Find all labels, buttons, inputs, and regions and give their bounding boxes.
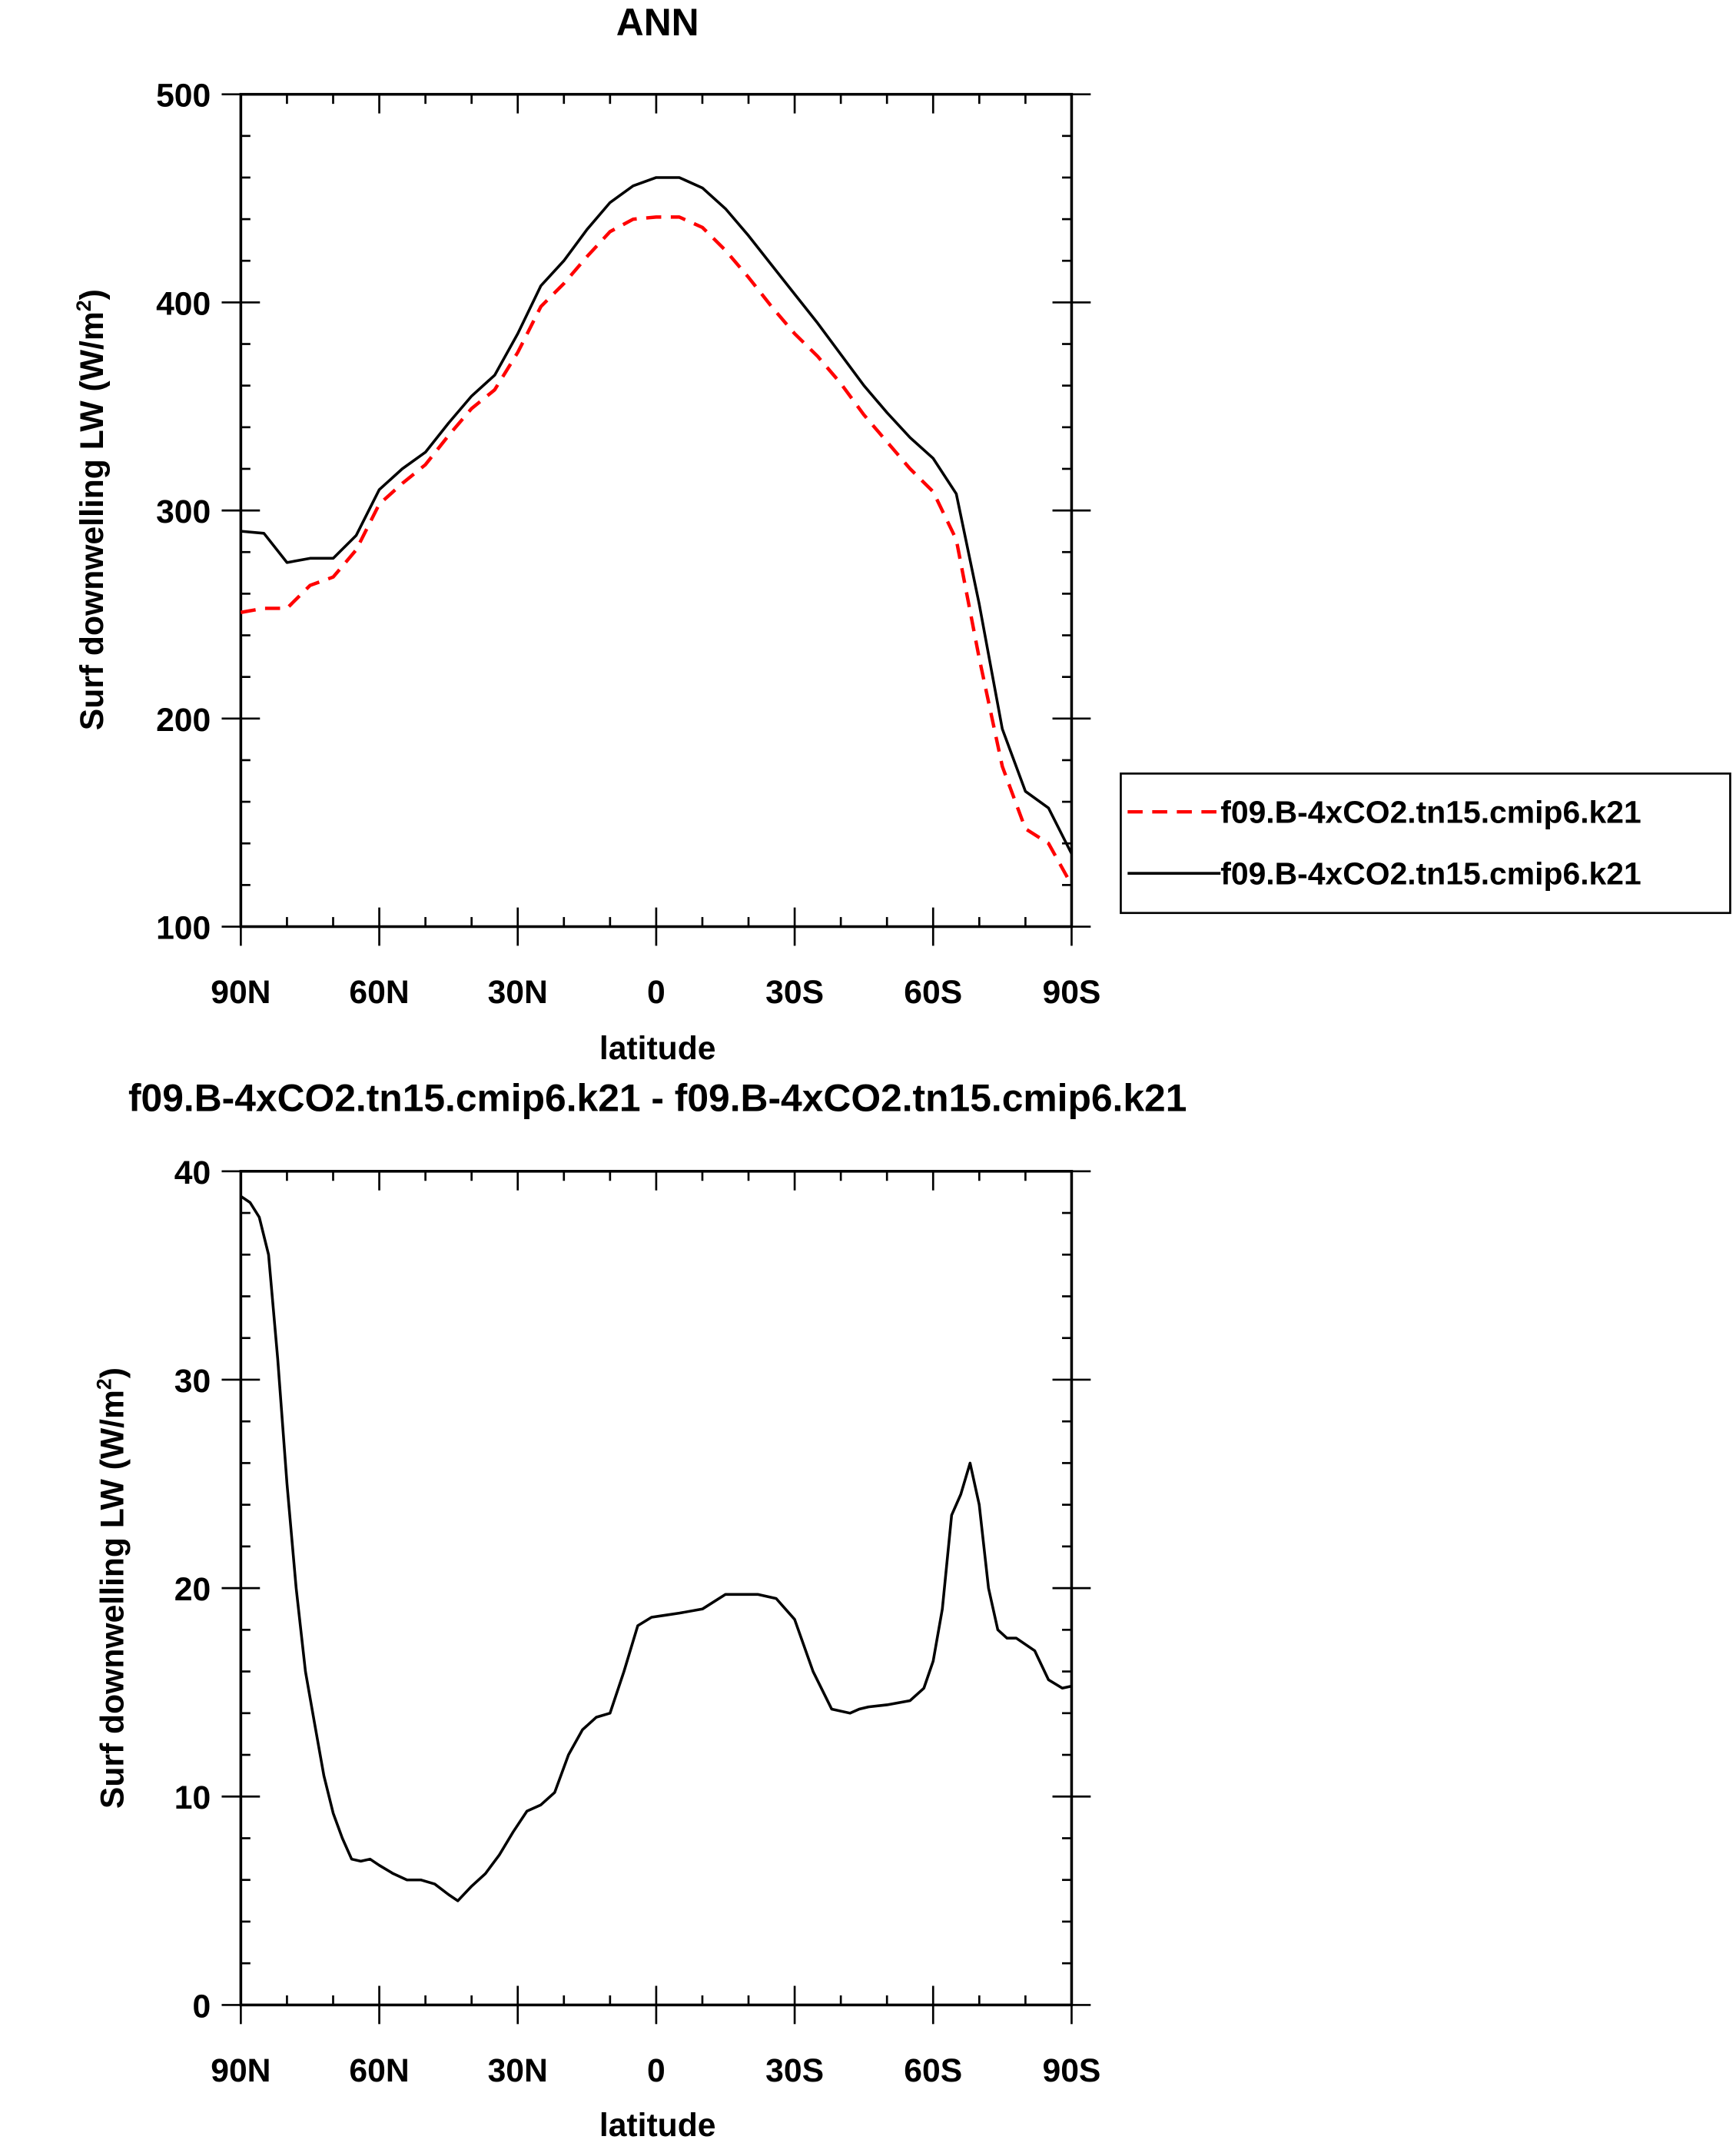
ylabel-text: Surf downwelling LW (W/m (94, 1390, 131, 1809)
y-tick-label: 100 (156, 910, 211, 947)
x-tick-label: 90N (211, 2052, 271, 2089)
ylabel-close: ) (74, 289, 111, 300)
y-tick-label: 0 (193, 1988, 211, 2025)
x-tick-label: 30N (488, 2052, 548, 2089)
bottom-plot: f09.B-4xCO2.tn15.cmip6.k21 - f09.B-4xCO2… (92, 1077, 1187, 2143)
x-tick-label: 90N (211, 974, 271, 1011)
x-tick-label: 0 (647, 2052, 666, 2089)
y-tick-label: 300 (156, 493, 211, 530)
y-tick-label: 10 (174, 1779, 211, 1816)
plot-frame (239, 1170, 1074, 2007)
top-plot-title: ANN (616, 1, 699, 44)
x-tick-label: 90S (1042, 974, 1100, 1011)
plot-frame (239, 92, 1074, 929)
x-tick-label: 30S (765, 974, 824, 1011)
x-tick-label: 60S (904, 2052, 962, 2089)
top-plot: ANN latitude Surf downwelling LW (W/m2) … (72, 1, 1101, 1067)
bottom-plot-title: f09.B-4xCO2.tn15.cmip6.k21 - f09.B-4xCO2… (128, 1077, 1187, 1120)
legend: f09.B-4xCO2.tn15.cmip6.k21 f09.B-4xCO2.t… (1120, 772, 1731, 915)
y-tick-label: 20 (174, 1571, 211, 1608)
y-tick-label: 400 (156, 285, 211, 322)
x-tick-label: 0 (647, 974, 666, 1011)
x-tick-label: 60N (349, 2052, 409, 2089)
top-plot-xlabel: latitude (599, 1030, 716, 1067)
bottom-plot-ylabel: Surf downwelling LW (W/m2) (92, 1367, 131, 1809)
series-line-1 (241, 176, 1074, 855)
ylabel-close: ) (94, 1367, 131, 1378)
x-tick-label: 60N (349, 974, 409, 1011)
ylabel-sup: 2 (92, 1378, 115, 1390)
legend-label-1: f09.B-4xCO2.tn15.cmip6.k21 (1220, 856, 1641, 891)
legend-label-0: f09.B-4xCO2.tn15.cmip6.k21 (1220, 794, 1641, 829)
ylabel-text: Surf downwelling LW (W/m (74, 311, 111, 730)
x-tick-label: 60S (904, 974, 962, 1011)
series-line-0 (240, 1194, 1072, 1902)
top-plot-ylabel: Surf downwelling LW (W/m2) (72, 289, 111, 730)
y-tick-label: 200 (156, 702, 211, 739)
x-tick-label: 90S (1042, 2052, 1100, 2089)
x-tick-label: 30S (765, 2052, 824, 2089)
legend-box (1120, 772, 1731, 915)
bottom-plot-xlabel: latitude (599, 2107, 716, 2143)
ylabel-sup: 2 (72, 300, 95, 311)
series-line-0 (240, 215, 1074, 886)
y-tick-label: 30 (174, 1363, 211, 1400)
y-tick-label: 40 (174, 1155, 211, 1191)
y-tick-label: 500 (156, 78, 211, 115)
x-tick-label: 30N (488, 974, 548, 1011)
